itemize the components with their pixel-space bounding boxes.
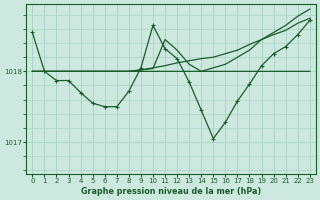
X-axis label: Graphe pression niveau de la mer (hPa): Graphe pression niveau de la mer (hPa) xyxy=(81,187,261,196)
